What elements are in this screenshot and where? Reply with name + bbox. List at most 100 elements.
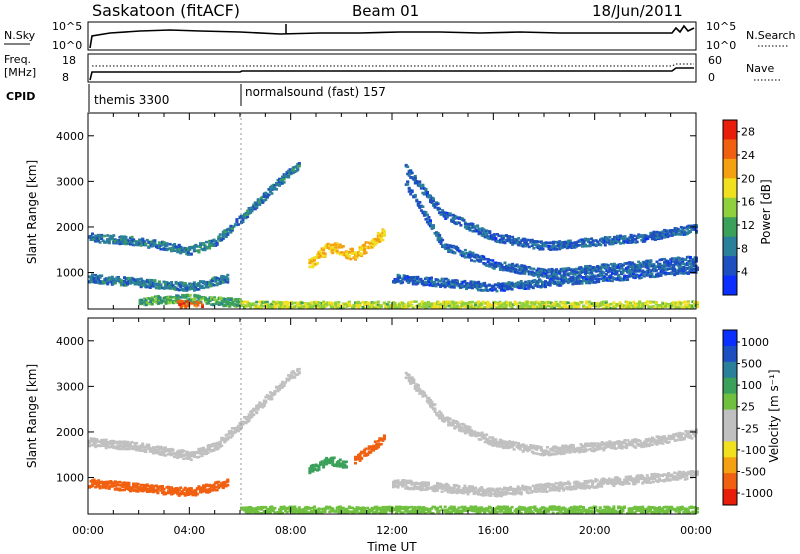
echo-cell bbox=[151, 451, 155, 455]
beam-title: Beam 01 bbox=[352, 2, 419, 20]
echo-cell bbox=[506, 269, 510, 272]
echo-cell bbox=[425, 195, 429, 198]
echo-cell bbox=[357, 253, 360, 257]
echo-cell bbox=[463, 279, 467, 283]
echo-cell bbox=[255, 410, 259, 414]
echo-cell bbox=[652, 230, 656, 234]
echo-cell bbox=[212, 442, 216, 446]
echo-cell bbox=[169, 295, 173, 299]
echo-cell bbox=[471, 230, 475, 233]
echo-cell bbox=[281, 179, 284, 183]
echo-cell bbox=[605, 236, 609, 239]
echo-cell bbox=[562, 281, 566, 284]
echo-cell bbox=[88, 439, 91, 443]
echo-cell bbox=[264, 401, 268, 404]
echo-cell bbox=[370, 303, 374, 307]
echo-cell bbox=[554, 300, 558, 304]
echo-cell bbox=[585, 300, 588, 303]
echo-cell bbox=[326, 246, 330, 249]
echo-cell bbox=[641, 302, 645, 305]
echo-cell bbox=[501, 303, 505, 306]
echo-cell bbox=[490, 306, 494, 310]
echo-cell bbox=[631, 236, 635, 239]
echo-cell bbox=[406, 165, 410, 169]
echo-cell bbox=[281, 301, 284, 305]
echo-cell bbox=[577, 275, 581, 278]
echo-cell bbox=[224, 275, 228, 279]
echo-cell bbox=[635, 240, 639, 244]
echo-cell bbox=[282, 383, 286, 386]
echo-cell bbox=[553, 306, 557, 309]
echo-cell bbox=[259, 302, 263, 306]
echo-cell bbox=[199, 242, 202, 245]
echo-cell bbox=[190, 299, 194, 302]
echo-cell bbox=[494, 264, 498, 267]
echo-cell bbox=[547, 304, 550, 308]
echo-cell bbox=[221, 280, 225, 283]
echo-cell bbox=[524, 240, 528, 244]
echo-cell bbox=[448, 212, 452, 215]
echo-cell bbox=[483, 306, 487, 309]
echo-cell bbox=[480, 303, 484, 306]
freq-label: Freq. bbox=[4, 53, 31, 66]
echo-cell bbox=[555, 269, 559, 273]
echo-cell bbox=[514, 268, 518, 271]
echo-cell bbox=[88, 444, 91, 448]
echo-cell bbox=[218, 233, 222, 236]
echo-cell bbox=[220, 300, 224, 303]
echo-cell bbox=[632, 300, 636, 304]
echo-cell bbox=[631, 268, 635, 271]
echo-cell bbox=[604, 273, 608, 276]
echo-cell bbox=[334, 249, 338, 253]
echo-cell bbox=[91, 232, 94, 236]
echo-cell bbox=[197, 447, 201, 451]
echo-cell bbox=[688, 230, 692, 234]
echo-cell bbox=[638, 303, 642, 307]
echo-cell bbox=[118, 487, 122, 490]
echo-cell bbox=[135, 441, 139, 445]
echo-cell bbox=[113, 445, 117, 449]
echo-cell bbox=[445, 211, 449, 215]
echo-cell bbox=[670, 304, 674, 308]
echo-cell bbox=[210, 296, 214, 299]
echo-cell bbox=[642, 273, 646, 277]
echo-cell bbox=[161, 243, 164, 246]
colorbar-tick-label: 16 bbox=[741, 196, 755, 209]
echo-cell bbox=[258, 200, 262, 204]
echo-cell bbox=[561, 267, 565, 271]
echo-cell bbox=[548, 284, 552, 287]
echo-cell bbox=[465, 252, 469, 255]
echo-cell bbox=[382, 229, 386, 233]
echo-cell bbox=[150, 279, 154, 282]
echo-cell bbox=[516, 286, 520, 289]
echo-cell bbox=[425, 213, 429, 217]
echo-cell bbox=[517, 268, 521, 272]
echo-cell bbox=[410, 189, 414, 193]
echo-cell bbox=[229, 297, 233, 300]
echo-cell bbox=[469, 280, 473, 283]
echo-cell bbox=[525, 284, 529, 287]
echo-cell bbox=[221, 237, 225, 240]
echo-cell bbox=[159, 300, 163, 303]
echo-cell bbox=[243, 300, 246, 304]
echo-cell bbox=[448, 304, 452, 308]
echo-cell bbox=[459, 224, 463, 227]
echo-cell bbox=[347, 250, 351, 254]
echo-cell bbox=[506, 284, 509, 288]
echo-cell bbox=[247, 302, 251, 305]
echo-cell bbox=[276, 304, 280, 307]
echo-cell bbox=[683, 303, 687, 307]
echo-cell bbox=[174, 280, 178, 284]
echo-cell bbox=[484, 284, 488, 288]
echo-cell bbox=[250, 411, 254, 415]
echo-cell bbox=[265, 193, 269, 196]
echo-cell bbox=[607, 275, 611, 278]
echo-cell bbox=[243, 215, 246, 218]
echo-cell bbox=[91, 443, 94, 447]
echo-cell bbox=[126, 283, 129, 286]
echo-cell bbox=[314, 256, 318, 260]
echo-cell bbox=[119, 242, 123, 245]
echo-cell bbox=[94, 281, 98, 284]
